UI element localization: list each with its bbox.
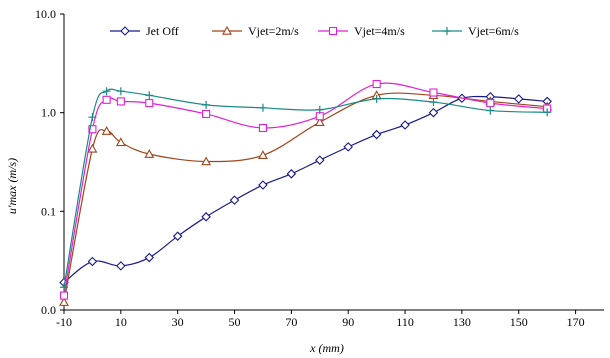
series-3 (60, 87, 552, 292)
data-point (429, 98, 438, 107)
x-tick-label: 90 (342, 315, 354, 329)
x-tick-label: 110 (396, 315, 414, 329)
data-point (314, 117, 325, 126)
series-layer (59, 79, 553, 306)
data-point (87, 143, 98, 153)
y-axis-label: u'max (m/s) (5, 158, 19, 214)
data-point (400, 120, 410, 130)
legend-label: Jet Off (146, 24, 179, 38)
x-tick-label: 30 (172, 315, 184, 329)
data-point (145, 91, 154, 100)
legend-item: Jet Off (110, 24, 179, 38)
legend-marker (443, 27, 451, 35)
legend-marker (120, 26, 130, 36)
data-point (59, 297, 69, 306)
series-line (63, 95, 548, 283)
data-point (258, 180, 268, 190)
legend-marker (222, 25, 232, 35)
x-tick-label: 10 (115, 315, 127, 329)
data-point (202, 100, 211, 109)
data-point (115, 137, 126, 147)
legend-item: Vjet=2m/s (212, 24, 299, 38)
y-tick-label: 1.0 (41, 106, 56, 120)
x-tick-label: 70 (285, 315, 297, 329)
data-point (116, 97, 125, 106)
data-point (87, 256, 98, 267)
data-point (116, 261, 126, 271)
x-axis-label: x (mm) (309, 341, 344, 355)
data-point (315, 155, 325, 165)
x-tick-label: -10 (56, 315, 72, 329)
data-point (201, 156, 212, 166)
x-tick-label: 170 (567, 315, 585, 329)
data-point (116, 87, 125, 96)
legend-item: Vjet=6m/s (432, 24, 519, 38)
series-line (63, 92, 548, 303)
series-1 (59, 90, 553, 306)
series-line (63, 88, 548, 288)
data-point (486, 106, 495, 115)
legend-item: Vjet=4m/s (318, 24, 405, 38)
data-point (172, 231, 183, 241)
axes: -10 10 30 50 70 90 110 130 150 170 0.0 0.1 1.0 10.0 (35, 7, 604, 329)
data-point (88, 125, 97, 134)
legend-marker (328, 26, 338, 36)
data-point (315, 112, 324, 121)
data-point (59, 291, 69, 300)
data-point (145, 99, 154, 108)
data-point (144, 252, 155, 263)
data-point (202, 109, 211, 119)
x-tick-label: 50 (229, 315, 241, 329)
data-point (88, 113, 97, 122)
x-tick-label: 150 (510, 315, 528, 329)
legend-label: Vjet=6m/s (468, 24, 519, 38)
data-point (258, 103, 267, 112)
data-point (258, 150, 268, 160)
legend-label: Vjet=2m/s (248, 24, 299, 38)
data-point (101, 125, 112, 135)
data-point (102, 87, 111, 96)
data-point (286, 169, 297, 179)
series-2 (59, 79, 552, 300)
y-tick-label: 0.0 (41, 303, 56, 317)
legend: Jet Off Vjet=2m/s Vjet=4m/s Vjet=6m/s (110, 24, 519, 38)
series-line (63, 82, 548, 296)
y-tick-label: 0.1 (41, 204, 56, 218)
data-point (428, 107, 439, 118)
data-point (144, 148, 155, 158)
data-point (60, 283, 68, 292)
data-point (229, 195, 240, 205)
legend-label: Vjet=4m/s (354, 24, 405, 38)
data-point (102, 95, 111, 104)
y-tick-label: 10.0 (35, 7, 56, 21)
data-point (543, 108, 552, 117)
data-point (372, 79, 381, 89)
data-point (315, 105, 324, 114)
data-point (429, 88, 438, 97)
x-tick-label: 130 (453, 315, 471, 329)
series-0 (59, 91, 552, 288)
data-point (258, 123, 267, 133)
data-point (371, 129, 382, 140)
data-point (486, 99, 495, 108)
data-point (513, 94, 524, 104)
data-point (201, 212, 211, 222)
data-point (372, 94, 381, 103)
data-point (343, 142, 353, 152)
